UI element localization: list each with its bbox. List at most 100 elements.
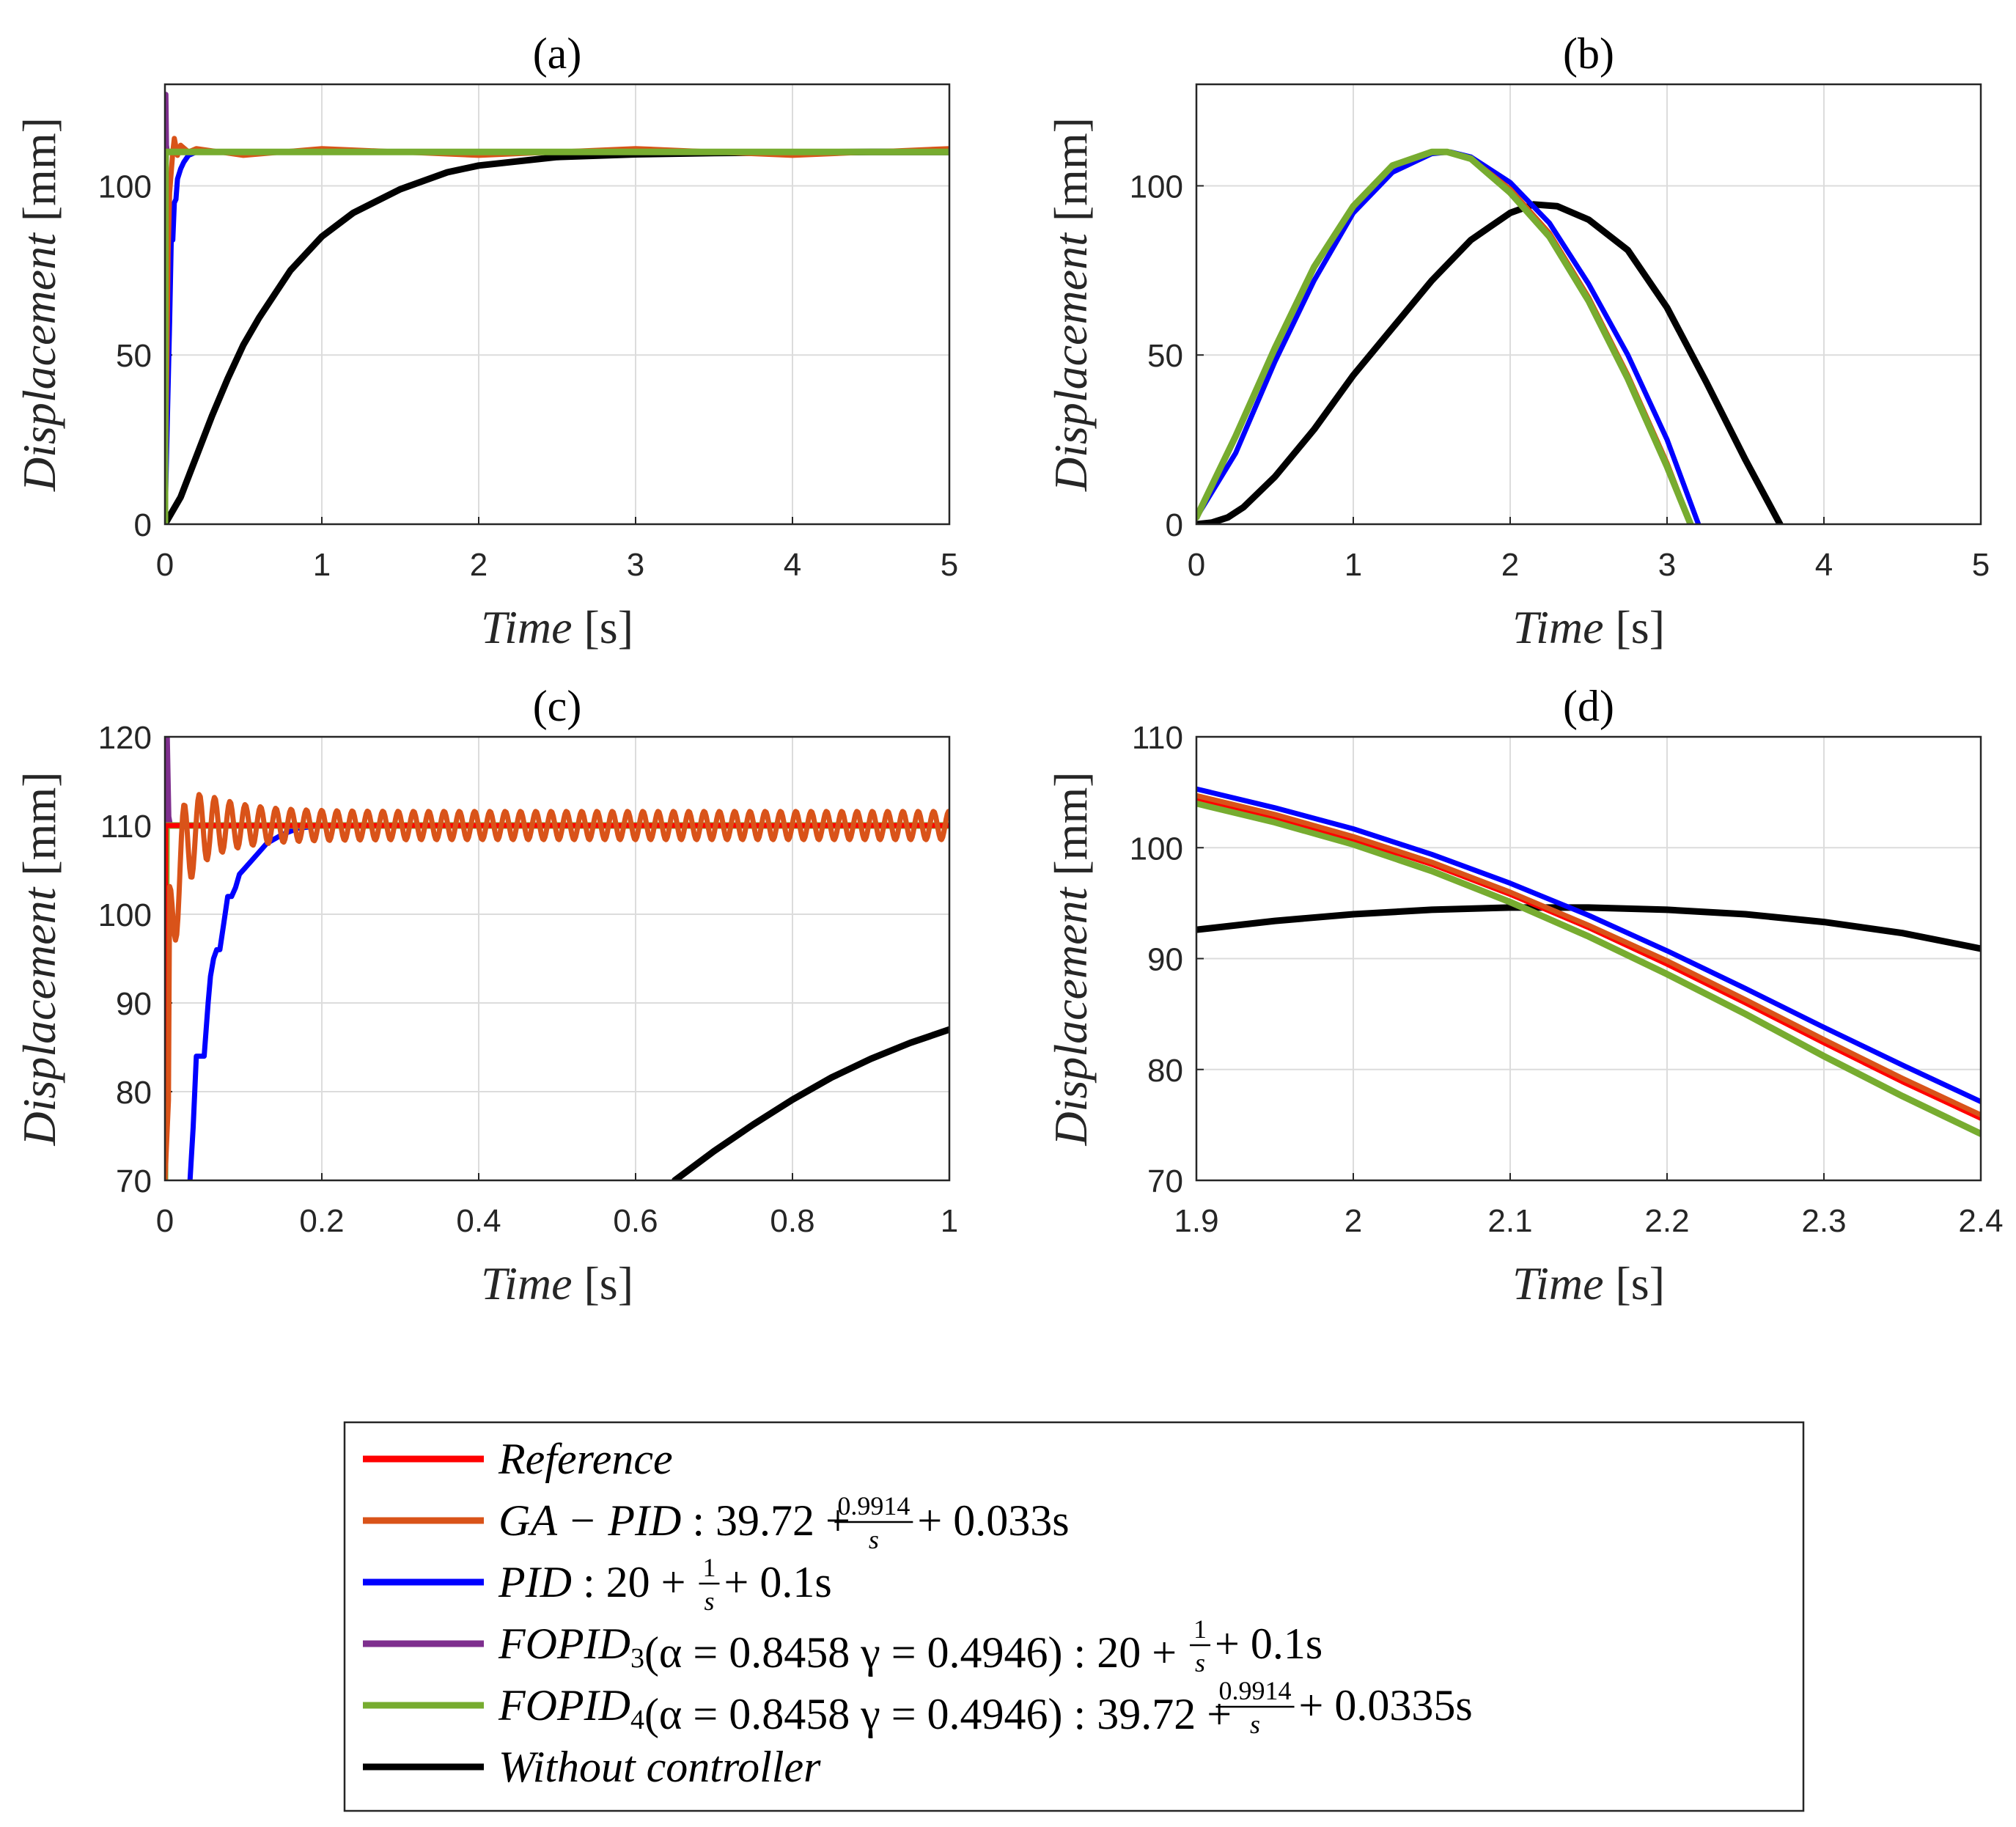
- x-axis-label-unit: [s]: [584, 1257, 633, 1309]
- x-tick-label: 0: [156, 1203, 174, 1239]
- axes-frame: [163, 735, 951, 1182]
- y-tick-label: 90: [116, 986, 152, 1022]
- legend-label: Reference: [498, 1435, 673, 1483]
- series-line-without-controller: [1196, 201, 1784, 524]
- y-axis-label-main: Displacement: [1045, 221, 1097, 492]
- panel-d: 1.9 2 2.1 2.2 2.3 2.4 70 80 90 100 110 (d) Time [s] D…: [1045, 682, 2004, 1309]
- legend-frac-den: s: [869, 1525, 879, 1554]
- x-tick-label: 4: [1815, 547, 1833, 583]
- panel-title: (b): [1563, 29, 1614, 78]
- legend-entry-pid: PID : 20 + 1 s + 0.1s: [363, 1553, 832, 1616]
- x-tick-label: 1: [1344, 547, 1362, 583]
- series-line-fopid4: [1196, 148, 1694, 524]
- y-tick-label: 0: [134, 507, 152, 543]
- series-line-ga-pid: [1196, 793, 1981, 1118]
- legend-entry-ga-pid: GA − PID : 39.72 + 0.9914 s + 0.033s: [363, 1491, 1070, 1554]
- axes-frame: [1195, 83, 1982, 526]
- legend-frac-den: s: [1250, 1710, 1260, 1739]
- legend-frac-num: 1: [702, 1553, 715, 1582]
- legend-label: GA − PID : 39.72 +: [499, 1496, 850, 1545]
- y-tick-label: 70: [1147, 1164, 1183, 1199]
- series-group: [1196, 786, 1981, 1137]
- y-tick-label: 120: [98, 720, 152, 756]
- legend-box: [343, 1421, 1805, 1812]
- series-line-ga-pid: [165, 792, 949, 1180]
- x-tick-label: 0: [1188, 547, 1205, 583]
- y-axis-label-unit: [mm]: [13, 771, 65, 875]
- legend-entry-fopid3: FOPID3(α = 0.8458 γ = 0.4946) : 20 + 1s …: [363, 1614, 1322, 1677]
- legend-frac-den: s: [704, 1587, 714, 1616]
- y-tick-label: 100: [1130, 831, 1183, 867]
- series-line-without-controller: [1196, 904, 1981, 952]
- x-axis-label: Time [s]: [481, 1257, 633, 1309]
- y-tick-label: 50: [116, 338, 152, 374]
- legend-entry-without-controller: Without controller: [363, 1743, 821, 1791]
- panel-c: 0 0.2 0.4 0.6 0.8 1 70 80 90 100 110 120 (c) Time [s]…: [13, 682, 958, 1309]
- series-line-without-controller: [672, 1026, 949, 1180]
- legend-label: Without controller: [499, 1743, 821, 1791]
- legend-frac-den: s: [1195, 1648, 1205, 1677]
- legend-label-tail: + 0.1s: [1215, 1620, 1322, 1668]
- x-axis-label-main: Time: [481, 601, 584, 653]
- y-axis-label: Displacement [mm]: [1045, 117, 1097, 492]
- x-axis-label-main: Time: [1512, 1257, 1615, 1309]
- y-tick-label: 110: [1132, 720, 1183, 756]
- y-tick-label: 90: [1147, 942, 1183, 978]
- y-tick-label: 50: [1147, 338, 1183, 374]
- y-axis-label-main: Displacement: [13, 221, 65, 492]
- y-tick-label: 100: [1130, 169, 1183, 205]
- x-tick-label: 1: [313, 547, 331, 583]
- x-tick-label: 0.4: [456, 1203, 501, 1239]
- x-tick-label: 3: [1658, 547, 1676, 583]
- legend-entry-fopid4: FOPID4(α = 0.8458 γ = 0.4946) : 39.72 + …: [363, 1676, 1473, 1739]
- x-axis-label-main: Time: [1512, 601, 1615, 653]
- axes-frame: [163, 83, 951, 526]
- y-axis-label-unit: [mm]: [1045, 771, 1097, 875]
- x-tick-label: 2.4: [1958, 1203, 2003, 1239]
- legend-label-tail: + 0.1s: [724, 1558, 831, 1606]
- y-tick-label: 100: [98, 169, 152, 205]
- x-tick-label: 2: [1501, 547, 1519, 583]
- y-axis-label: Displacement [mm]: [13, 771, 65, 1146]
- x-tick-label: 2.3: [1801, 1203, 1846, 1239]
- x-tick-label: 0.8: [770, 1203, 814, 1239]
- x-axis-label-main: Time: [481, 1257, 584, 1309]
- y-tick-label: 0: [1166, 507, 1183, 543]
- y-tick-label: 80: [116, 1075, 152, 1111]
- legend: Reference GA − PID : 39.72 + 0.9914 s + 0.…: [343, 1421, 1805, 1812]
- series-group: [1196, 148, 1784, 524]
- panel-title: (d): [1563, 682, 1614, 730]
- plot-area: [165, 737, 949, 1180]
- y-tick-label: 70: [116, 1164, 152, 1199]
- x-tick-label: 4: [784, 547, 801, 583]
- y-tick-label: 110: [100, 809, 152, 845]
- x-axis-label: Time [s]: [1512, 1257, 1665, 1309]
- x-axis-label-unit: [s]: [1615, 601, 1665, 653]
- axes-frame: [1195, 735, 1982, 1182]
- x-tick-label: 0: [156, 547, 174, 583]
- x-tick-label: 1: [941, 1203, 958, 1239]
- y-axis-label-main: Displacement: [1045, 876, 1097, 1147]
- x-axis-label: Time [s]: [1512, 601, 1665, 653]
- y-axis-label-unit: [mm]: [13, 117, 65, 221]
- x-tick-label: 3: [627, 547, 644, 583]
- series-line-pid: [1196, 786, 1981, 1105]
- y-axis-label: Displacement [mm]: [13, 117, 65, 492]
- legend-frac-num: 1: [1193, 1614, 1207, 1644]
- legend-entry-reference: Reference: [363, 1435, 673, 1483]
- legend-frac-num: 0.9914: [837, 1491, 910, 1521]
- x-tick-label: 2: [470, 547, 488, 583]
- x-tick-label: 1.9: [1174, 1203, 1218, 1239]
- y-axis-label: Displacement [mm]: [1045, 771, 1097, 1146]
- x-tick-label: 2.1: [1487, 1203, 1532, 1239]
- x-axis-label-unit: [s]: [584, 601, 633, 653]
- y-axis-label-unit: [mm]: [1045, 117, 1097, 221]
- y-tick-label: 100: [98, 897, 152, 933]
- x-tick-label: 5: [941, 547, 958, 583]
- y-tick-label: 80: [1147, 1053, 1183, 1089]
- series-line-fopid4: [1196, 800, 1981, 1137]
- panel-title: (a): [533, 29, 582, 78]
- x-axis-label-unit: [s]: [1615, 1257, 1665, 1309]
